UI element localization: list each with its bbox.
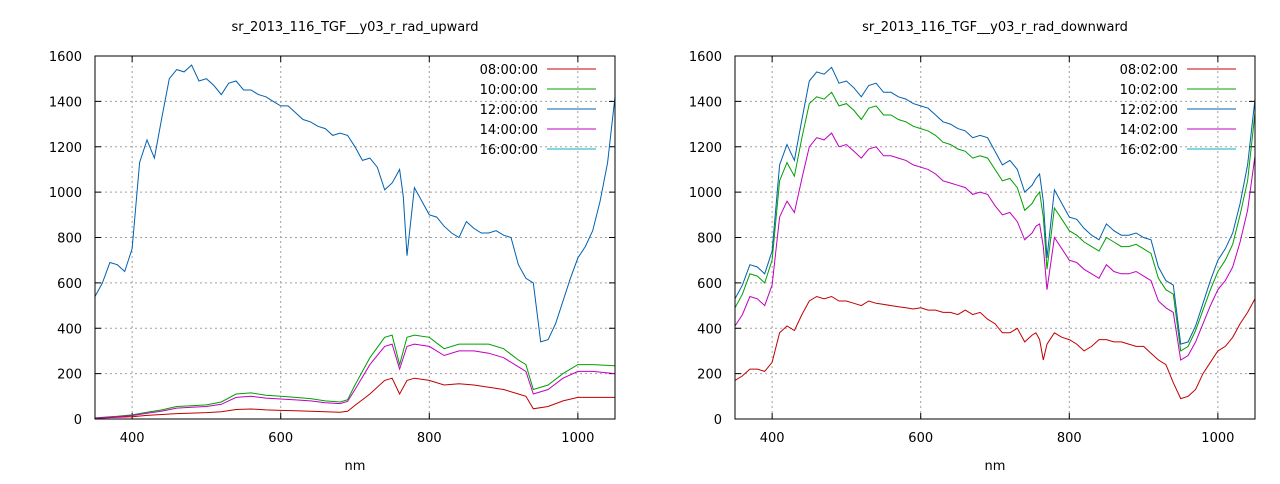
legend-label: 16:02:00 <box>1120 143 1178 158</box>
x-tick-label: 600 <box>268 431 293 446</box>
x-tick-label: 1000 <box>1201 431 1234 446</box>
y-tick-label: 1400 <box>689 95 722 110</box>
chart-title: sr_2013_116_TGF__y03_r_rad_upward <box>231 20 478 35</box>
legend-label: 08:02:00 <box>1120 63 1178 78</box>
chart-1: 400 600 800 1000 0 200 400 600 800 1000 1200 1400 16… <box>49 20 616 474</box>
y-tick-label: 800 <box>57 232 82 247</box>
y-tick-label: 1400 <box>49 95 82 110</box>
chart-title: sr_2013_116_TGF__y03_r_rad_downward <box>862 20 1128 35</box>
y-tick-label: 600 <box>57 277 82 292</box>
legend-label: 16:00:00 <box>480 143 538 158</box>
x-tick-label: 600 <box>908 431 933 446</box>
y-tick-label: 200 <box>57 368 82 383</box>
legend-label: 10:02:00 <box>1120 83 1178 98</box>
x-tick-label: 800 <box>1057 431 1082 446</box>
legend-label: 12:00:00 <box>480 103 538 118</box>
series-line-14-00-00 <box>95 343 615 419</box>
y-tick-label: 0 <box>714 413 722 428</box>
x-tick-label: 1000 <box>561 431 594 446</box>
y-tick-label: 1000 <box>689 186 722 201</box>
series-line-10-00-00 <box>95 334 615 419</box>
legend-label: 10:00:00 <box>480 83 538 98</box>
legend-label: 08:00:00 <box>480 63 538 78</box>
y-tick-label: 1600 <box>689 50 722 65</box>
y-tick-label: 600 <box>697 277 722 292</box>
y-tick-label: 0 <box>74 413 82 428</box>
series-line-12-00-00 <box>95 64 615 343</box>
y-tick-label: 200 <box>697 368 722 383</box>
x-tick-label: 400 <box>760 431 785 446</box>
series-line-08-02-00 <box>735 295 1255 400</box>
x-tick-label: 800 <box>417 431 442 446</box>
x-tick-label: 400 <box>120 431 145 446</box>
x-axis-label: nm <box>985 459 1006 474</box>
y-tick-label: 1000 <box>49 186 82 201</box>
y-tick-label: 1600 <box>49 50 82 65</box>
series-line-10-02-00 <box>735 91 1255 352</box>
plot-frame <box>734 55 1256 420</box>
legend-label: 14:02:00 <box>1120 123 1178 138</box>
legend-label: 14:00:00 <box>480 123 538 138</box>
series-line-12-02-00 <box>735 66 1255 345</box>
series-line-08-00-00 <box>95 377 615 419</box>
y-tick-label: 400 <box>697 322 722 337</box>
plot-frame <box>94 55 616 420</box>
y-tick-label: 1200 <box>689 141 722 156</box>
y-tick-label: 1200 <box>49 141 82 156</box>
x-axis-label: nm <box>345 459 366 474</box>
series-line-14-02-00 <box>735 132 1255 361</box>
legend-label: 12:02:00 <box>1120 103 1178 118</box>
y-tick-label: 800 <box>697 232 722 247</box>
chart-2: 400 600 800 1000 0 200 400 600 800 1000 1200 1400 16… <box>689 20 1256 474</box>
y-tick-label: 400 <box>57 322 82 337</box>
